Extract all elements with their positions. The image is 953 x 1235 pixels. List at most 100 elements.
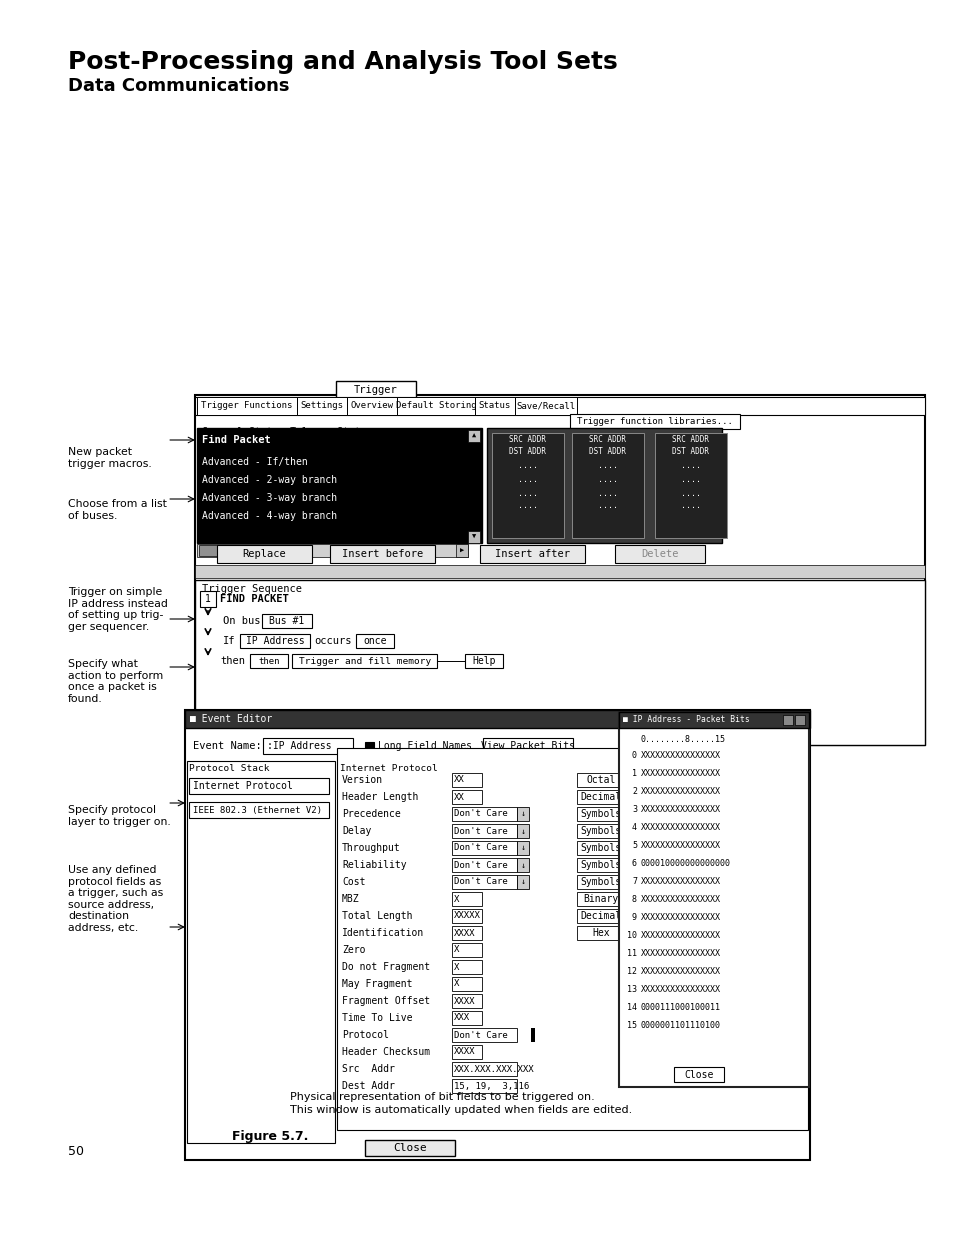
Text: 2: 2: [631, 788, 637, 797]
Bar: [452, 926, 481, 940]
Text: Throughput: Throughput: [341, 844, 400, 853]
Text: occurs: occurs: [314, 636, 351, 646]
Bar: [577, 892, 624, 906]
Bar: [452, 1011, 481, 1025]
Text: ↓: ↓: [629, 929, 634, 937]
Text: ↓: ↓: [629, 809, 634, 819]
Text: ↓: ↓: [520, 809, 525, 819]
Bar: [794, 715, 804, 725]
Text: Specify protocol
layer to trigger on.: Specify protocol layer to trigger on.: [68, 805, 171, 826]
Text: XX: XX: [454, 776, 464, 784]
Text: Specify what
action to perform
once a packet is
found.: Specify what action to perform once a pa…: [68, 659, 163, 704]
Text: 5: 5: [631, 841, 637, 851]
Bar: [624, 858, 639, 872]
Bar: [517, 841, 529, 855]
Text: XXXXXXXXXXXXXXXX: XXXXXXXXXXXXXXXX: [640, 805, 720, 815]
Bar: [624, 773, 639, 787]
Bar: [452, 977, 481, 990]
Bar: [336, 748, 807, 1130]
Bar: [577, 790, 624, 804]
Text: 9: 9: [631, 914, 637, 923]
Text: Dest Addr: Dest Addr: [341, 1081, 395, 1091]
Text: Data Communications: Data Communications: [68, 77, 289, 95]
Text: XXXXXXXXXXXXXXXX: XXXXXXXXXXXXXXXX: [640, 950, 720, 958]
Bar: [655, 433, 726, 538]
Bar: [624, 909, 639, 923]
Text: ....: ....: [517, 489, 537, 498]
Text: Figure 5.7.: Figure 5.7.: [232, 1130, 308, 1144]
Bar: [475, 396, 515, 415]
Text: Internet Protocol: Internet Protocol: [193, 781, 293, 790]
Text: Symbols: Symbols: [579, 877, 621, 887]
Bar: [189, 778, 329, 794]
Text: ....: ....: [680, 501, 700, 510]
Bar: [250, 655, 288, 668]
Text: X: X: [454, 894, 459, 904]
Bar: [624, 806, 639, 821]
Text: View Packet Bits: View Packet Bits: [480, 741, 575, 751]
Text: DST ADDR: DST ADDR: [589, 447, 626, 457]
Text: ▼: ▼: [472, 534, 476, 540]
Text: XXXX: XXXX: [454, 1047, 475, 1056]
Text: 0000111000100011: 0000111000100011: [640, 1004, 720, 1013]
Text: Symbols: Symbols: [579, 844, 621, 853]
Text: Symbols: Symbols: [579, 826, 621, 836]
Bar: [577, 824, 624, 839]
Bar: [196, 396, 296, 415]
Text: XXXX: XXXX: [454, 929, 475, 937]
Bar: [187, 761, 335, 1144]
Text: SRC ADDR: SRC ADDR: [672, 436, 709, 445]
Bar: [517, 824, 529, 839]
Bar: [468, 430, 479, 442]
Text: DST ADDR: DST ADDR: [672, 447, 709, 457]
Bar: [452, 841, 517, 855]
Text: FIND PACKET: FIND PACKET: [220, 594, 289, 604]
Text: ↓: ↓: [629, 826, 634, 836]
Text: SRC ADDR: SRC ADDR: [589, 436, 626, 445]
Bar: [577, 909, 624, 923]
Text: Post-Processing and Analysis Tool Sets: Post-Processing and Analysis Tool Sets: [68, 49, 618, 74]
Text: Insert after: Insert after: [495, 550, 569, 559]
Bar: [355, 634, 394, 648]
Bar: [577, 926, 624, 940]
Bar: [452, 994, 481, 1008]
Text: Total Length: Total Length: [341, 911, 412, 921]
Text: Cost: Cost: [341, 877, 365, 887]
Text: ■ Event Editor: ■ Event Editor: [190, 714, 272, 724]
Bar: [452, 806, 517, 821]
Text: XXX: XXX: [454, 1014, 470, 1023]
Text: Advanced - If/then: Advanced - If/then: [202, 457, 308, 467]
Text: then: then: [258, 657, 279, 666]
Text: Close: Close: [683, 1070, 713, 1079]
Text: 6: 6: [631, 860, 637, 868]
Bar: [456, 543, 468, 557]
Bar: [624, 892, 639, 906]
Text: Insert before: Insert before: [341, 550, 423, 559]
Text: Reliability: Reliability: [341, 860, 406, 869]
Bar: [452, 773, 481, 787]
Text: XXXXX: XXXXX: [454, 911, 480, 920]
Bar: [577, 806, 624, 821]
Bar: [452, 1079, 517, 1093]
Text: 11: 11: [626, 950, 637, 958]
Text: May Fragment: May Fragment: [341, 979, 412, 989]
Bar: [572, 433, 643, 538]
Text: ↓: ↓: [629, 894, 634, 904]
Text: ▲: ▲: [472, 433, 476, 438]
Text: Find Packet: Find Packet: [202, 435, 271, 445]
Text: ↓: ↓: [520, 878, 525, 887]
Bar: [795, 713, 807, 725]
Bar: [479, 545, 584, 563]
Text: Decimal: Decimal: [579, 792, 621, 802]
Bar: [396, 396, 475, 415]
Text: Use any defined
protocol fields as
a trigger, such as
source address,
destinatio: Use any defined protocol fields as a tri…: [68, 864, 163, 932]
Text: Settings: Settings: [300, 401, 343, 410]
Text: Version: Version: [341, 776, 383, 785]
Text: Trigger function libraries...: Trigger function libraries...: [577, 416, 732, 426]
Text: XXXXXXXXXXXXXXXX: XXXXXXXXXXXXXXXX: [640, 769, 720, 778]
Bar: [199, 545, 253, 556]
Text: ....: ....: [517, 475, 537, 484]
Text: XXXXXXXXXXXXXXXX: XXXXXXXXXXXXXXXX: [640, 824, 720, 832]
Text: 15, 19,  3,116: 15, 19, 3,116: [454, 1082, 529, 1091]
Bar: [464, 655, 502, 668]
